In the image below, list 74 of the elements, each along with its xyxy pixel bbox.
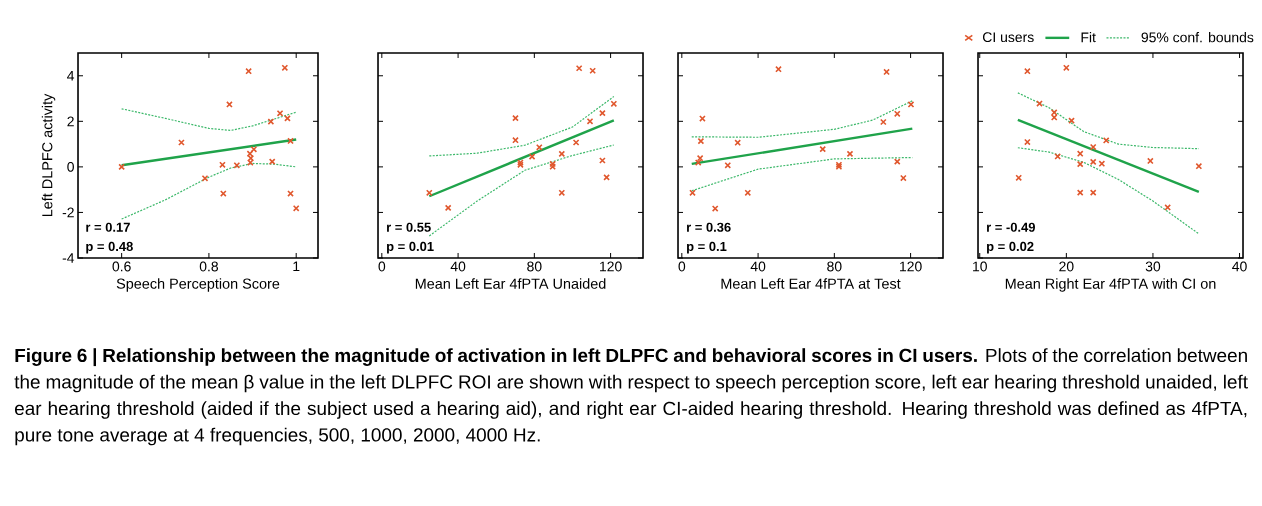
- x-tick-label: 80: [827, 261, 842, 272]
- y-tick-label: 0: [67, 161, 74, 172]
- point: [1036, 100, 1043, 107]
- point: [697, 137, 705, 145]
- x-tick-label: 40: [750, 261, 766, 272]
- x-tick-label: 120: [600, 261, 622, 272]
- annotation: p = 0.01: [387, 241, 434, 254]
- x-tick-label: 0.6: [112, 261, 131, 272]
- x-tick-label: 80: [527, 261, 542, 272]
- point: [893, 110, 901, 118]
- point: [599, 157, 606, 164]
- x-axis-title: Speech Perception Score: [116, 278, 280, 292]
- annotation: r = 0.36: [687, 222, 731, 232]
- x-tick-label: 40: [450, 261, 466, 272]
- point: [1015, 174, 1023, 182]
- point: [281, 64, 289, 72]
- point: [575, 64, 583, 72]
- point: [287, 190, 294, 197]
- annotation: p = 0.02: [987, 241, 1034, 254]
- y-axis-title: Left DLPFC activity: [41, 93, 56, 217]
- x-tick-label: 10: [973, 261, 987, 272]
- x-axis-title: Mean Left Ear 4fPTA Unaided: [415, 278, 606, 289]
- x-tick-label: 0: [678, 261, 686, 272]
- legend-label: CI users: [983, 32, 1034, 43]
- x-tick-label: 0: [378, 261, 386, 272]
- point: [226, 101, 233, 108]
- point: [233, 161, 241, 169]
- point: [1054, 153, 1062, 160]
- point: [1068, 117, 1075, 124]
- point: [178, 139, 185, 146]
- annotation: p = 0.1: [687, 241, 727, 254]
- point: [734, 139, 742, 147]
- x-tick-label: 0.8: [199, 261, 219, 272]
- point: [1195, 162, 1203, 170]
- y-tick-label: -4: [62, 253, 75, 263]
- x-axis-title: Mean Right Ear 4fPTA with CI on: [1005, 278, 1216, 292]
- point: [846, 150, 854, 158]
- point: [1063, 64, 1070, 72]
- x-tick-label: 1: [293, 261, 300, 272]
- annotation: r = -0.49: [987, 222, 1035, 232]
- point: [603, 174, 610, 181]
- point: [744, 189, 752, 197]
- point: [589, 67, 597, 75]
- point: [724, 161, 732, 169]
- legend-label: 95% conf. bounds: [1141, 32, 1254, 43]
- point: [535, 143, 543, 151]
- point: [284, 115, 291, 122]
- point: [696, 154, 704, 162]
- x-tick-label: 40: [1232, 261, 1247, 272]
- y-tick-label: -2: [62, 207, 74, 218]
- legend-label: Fit: [1081, 32, 1096, 43]
- point: [1076, 160, 1084, 168]
- point: [1164, 204, 1172, 211]
- point: [558, 189, 566, 197]
- point: [247, 159, 254, 166]
- x-tick-label: 120: [900, 261, 922, 272]
- annotation: p = 0.48: [86, 241, 133, 254]
- y-tick-label: 2: [67, 116, 74, 127]
- point: [558, 150, 566, 158]
- point: [425, 189, 433, 197]
- annotation: r = 0.17: [86, 222, 130, 232]
- line-series: [121, 162, 297, 220]
- point: [247, 154, 255, 162]
- point: [610, 100, 618, 108]
- point: [444, 204, 452, 212]
- point: [1089, 158, 1097, 166]
- x-tick-label: 20: [1059, 261, 1074, 272]
- y-tick-label: 4: [67, 70, 75, 81]
- line-series: [121, 108, 297, 132]
- x-axis-title: Mean Left Ear 4fPTA at Test: [721, 278, 901, 289]
- point: [699, 115, 706, 122]
- x-tick-label: 30: [1145, 261, 1161, 272]
- annotation: r = 0.55: [387, 222, 431, 232]
- text: Figure 6 | Relationship between the magnitude of activation in left DLPFC and behavioral scores in CI users. Plots of the correlation between the magnitude of the mean β value in the left DLPFC ROI are shown with respect to speech perception score, left ear hearing threshold unaided, left ear hearing threshold (aided if the subject used a hearing aid), and right ear CI-aided hearing threshold. Hearing threshold was defined as 4fPTA, pure tone average at 4 frequencies, 500, 1000, 2000, 4000 Hz.: [14, 348, 1248, 446]
